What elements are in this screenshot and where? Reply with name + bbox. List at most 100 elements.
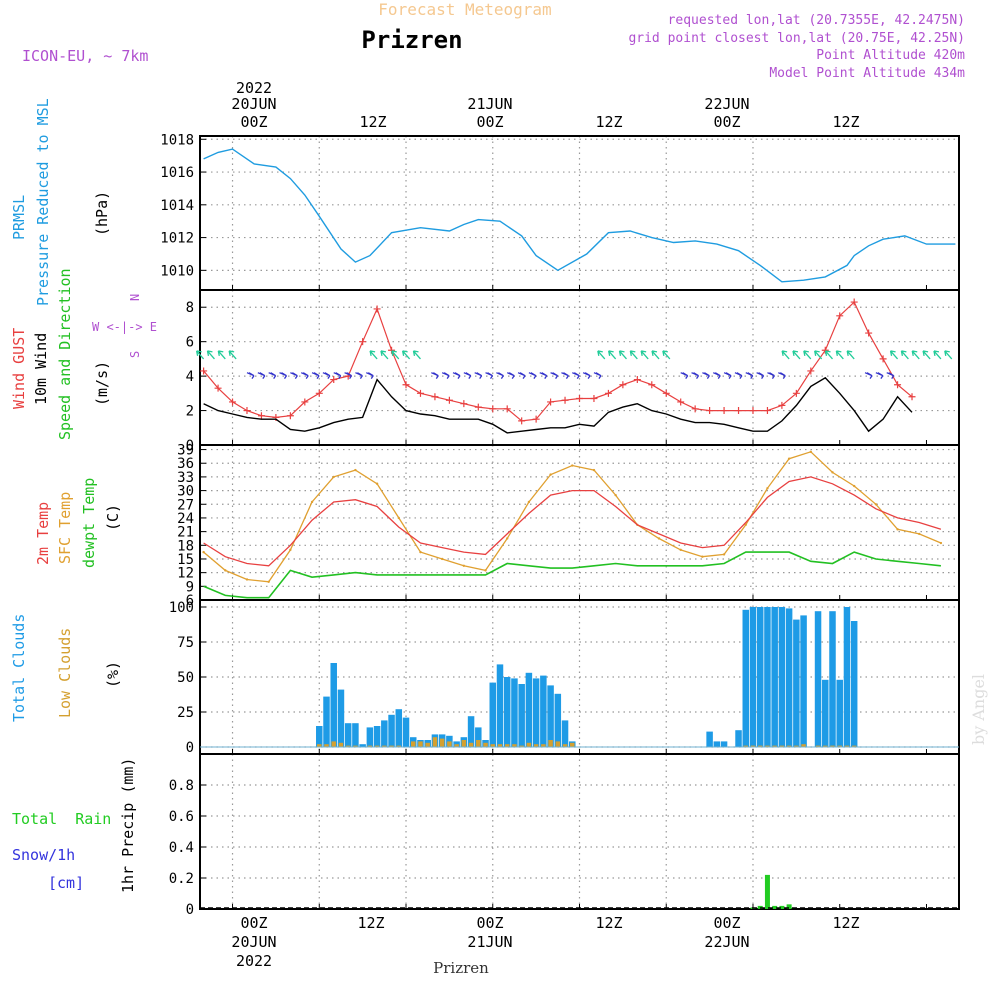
y-tick-label: 21 [177,525,194,541]
bottom-date-20jun: 20JUN [231,933,276,951]
gust-point [604,389,612,397]
low-cloud-bar [519,745,524,747]
total-cloud-bar [793,619,800,747]
low-cloud-bar [548,740,553,747]
low-cloud-bar [468,742,474,747]
low-cloud-bar [815,745,821,747]
wind-direction-arrow [889,350,899,360]
wind-direction-arrow [463,372,472,380]
pressure-line [203,148,956,283]
y-tick-label: 0.4 [169,840,194,856]
sfc-temp-point [809,450,813,454]
low-cloud-bar [410,741,416,747]
wind-direction-arrow [279,372,288,380]
low-cloud-bar [353,745,358,747]
y-tick-label: 27 [177,497,194,513]
y-tick-label: 1016 [160,165,194,181]
gust-point [286,412,294,420]
wind-direction-arrow [911,350,920,360]
gust-point [720,407,728,415]
wind-direction-arrow [401,350,411,360]
gust-point [301,398,309,406]
sfc-temp-point [419,550,422,554]
total-cloud-bar [373,726,381,747]
low-cloud-bar [447,741,452,747]
sfc-temp-point [874,503,878,506]
gust-point [243,407,251,415]
rain-bar [764,874,770,909]
wind-direction-arrow [597,350,606,360]
sfc-temp-point [571,464,574,467]
temp-2m-line [203,476,942,567]
compass-east-west: W <-|-> E [92,320,157,334]
y-tick-label: 25 [177,705,194,721]
total-cloud-bar [742,609,750,747]
total-cloud-bar [359,744,366,747]
wind-direction-arrow [886,372,895,380]
wind-direction-arrow [195,350,205,360]
total-cloud-bar [547,685,554,747]
sfc-temp-point [440,557,444,561]
wind-direction-arrow [734,372,743,380]
wind-direction-arrow [539,372,548,380]
sfc-temp-point [744,523,747,526]
temp-label-sfc: SFC Temp [56,492,74,564]
total-cloud-bar [822,679,829,747]
sfc-temp-point [614,493,617,497]
chart-title: Prizren [361,26,462,54]
total-cloud-bar [475,727,482,747]
precip-label-unit: 1hr Precip (mm) [119,758,137,893]
total-cloud-bar [388,714,395,747]
temp-label-unit: (C) [104,504,122,531]
wind-direction-arrow [824,350,833,360]
top-tick-00z: 00Z [240,113,267,131]
low-cloud-bar [367,745,373,747]
total-cloud-bar [503,677,511,747]
gust-point [474,403,482,411]
wind-direction-arrow [561,372,569,380]
gust-point [359,338,367,346]
sfc-temp-point [549,473,552,476]
low-cloud-bar [382,745,387,747]
gust-point [200,367,208,375]
wind-direction-arrow [517,372,526,380]
gust-point [576,395,583,402]
bottom-tick-12z: 12Z [595,914,622,932]
gust-point [908,393,916,401]
low-cloud-bar [823,745,828,747]
wind-direction-arrow [572,372,580,380]
wind-direction-arrow [745,372,754,380]
total-cloud-bar [800,615,807,747]
gust-point [257,412,265,420]
low-cloud-bar [461,740,467,747]
sfc-temp-point [267,580,270,583]
top-date-21jun: 21JUN [467,95,512,113]
total-cloud-bar [532,678,540,747]
gust-point [315,389,323,397]
sfc-temp-point [896,528,899,531]
cloud-labels: Total Clouds Low Clouds (%) [10,614,122,722]
total-cloud-bar [814,611,822,747]
requested-coords: requested lon,lat (20.7355E, 42.2475N) [668,13,965,28]
low-cloud-bar [555,741,561,747]
low-cloud-bar [425,742,430,747]
bottom-tick-12z: 12Z [832,914,859,932]
total-cloud-bar [706,731,713,747]
total-cloud-bar [829,611,836,747]
gust-point [749,407,757,415]
gust-point [518,417,526,425]
y-tick-label: 0.2 [169,871,194,887]
wind-direction-arrow [344,372,353,380]
gust-point [460,400,468,408]
sfc-temp-line [203,451,942,583]
wind-direction-arrow [412,350,421,360]
low-cloud-bar [844,745,850,747]
total-cloud-bar [850,621,858,747]
low-cloud-bar [490,744,496,747]
wind-direction-arrow [922,350,931,360]
wind-direction-arrow [778,372,786,380]
low-cloud-bar [389,745,394,747]
total-cloud-bar [749,607,757,747]
wind-direction-arrow [846,350,855,360]
